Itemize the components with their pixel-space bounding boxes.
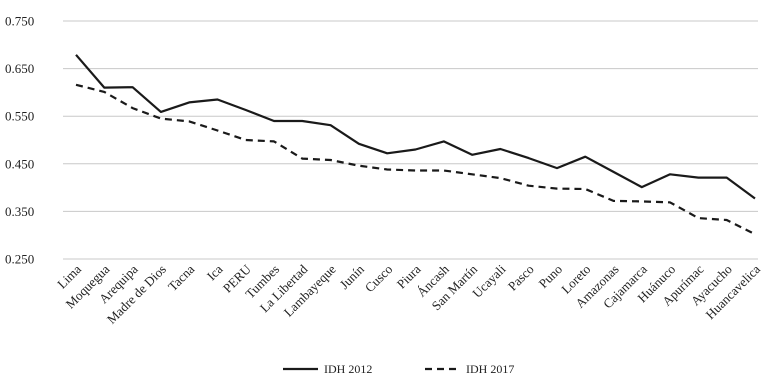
x-tick-label: Ica [204,261,226,283]
y-tick-label: 0.650 [5,61,34,76]
series-line-idh-2017 [75,83,756,236]
y-tick-label: 0.750 [5,14,34,29]
y-tick-label: 0.550 [5,109,34,124]
y-tick-label: 0.450 [5,156,34,171]
series-lines [75,54,756,236]
x-tick-label: Cusco [362,262,396,296]
x-tick-label: Junín [337,261,368,292]
y-tick-label: 0.250 [5,252,34,267]
gridlines [63,20,758,260]
x-tick-label: Pasco [505,262,537,294]
x-tick-label: Tacna [165,261,198,294]
series-line-idh-2012 [75,54,756,200]
legend-label: IDH 2012 [324,362,372,375]
legend: IDH 2012 IDH 2017 [283,362,514,375]
legend-label: IDH 2017 [466,362,514,375]
y-tick-label: 0.350 [5,204,34,219]
y-axis-tick-labels: 0.250 0.350 0.450 0.550 0.650 0.750 [5,14,34,267]
